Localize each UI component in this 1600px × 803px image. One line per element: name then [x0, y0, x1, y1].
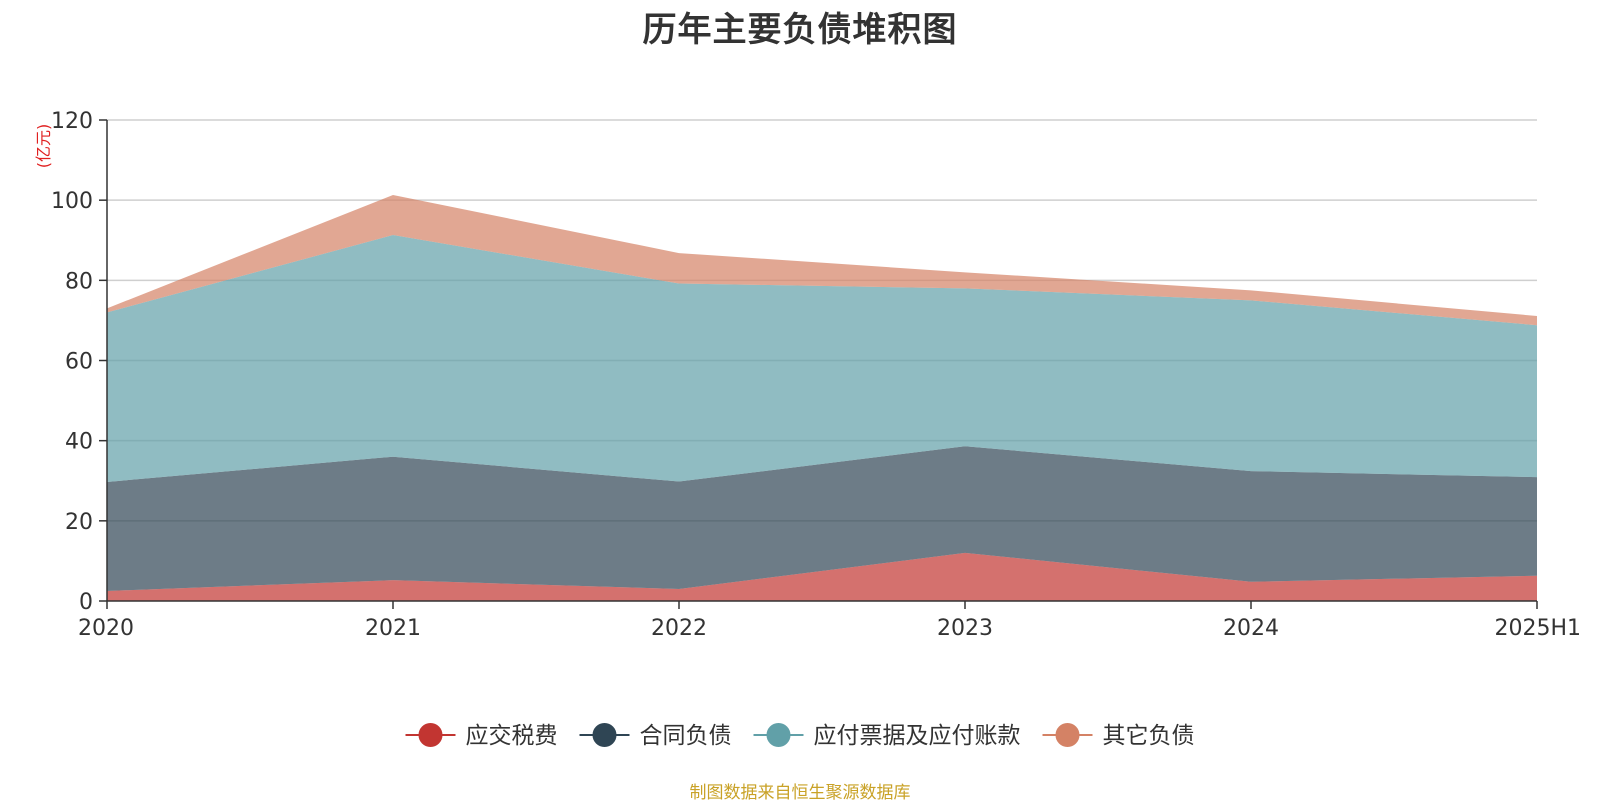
y-tick-label-80: 80	[65, 269, 93, 294]
area-series-2[interactable]	[107, 446, 1537, 591]
area-series-3[interactable]	[107, 235, 1537, 482]
legend-marker-4	[1055, 723, 1080, 747]
y-tick-label-20: 20	[65, 510, 93, 535]
legend-label-1: 应交税费	[466, 723, 558, 749]
legend-label-2: 合同负债	[640, 723, 732, 749]
y-tick-label-60: 60	[65, 350, 93, 375]
chart-title: 历年主要负债堆积图	[642, 10, 958, 50]
y-tick-label-0: 0	[79, 590, 93, 615]
x-tick-label-2023: 2023	[937, 616, 993, 641]
area-series-1[interactable]	[107, 552, 1537, 601]
x-tick-label-2020: 2020	[78, 616, 134, 641]
axes: 0 20 40 60 80 100 120 2020 2021 2022 2023 2024 2025H…	[34, 109, 1581, 641]
legend-label-3: 应付票据及应付账款	[814, 723, 1021, 749]
x-tick-label-2025H1: 2025H1	[1494, 616, 1581, 641]
legend-marker-3	[766, 723, 791, 747]
legend-label-4: 其它负债	[1103, 723, 1195, 749]
y-tick-label-40: 40	[65, 430, 93, 455]
area-series	[107, 194, 1537, 601]
y-tick-label-120: 120	[51, 109, 93, 134]
data-source-note: 制图数据来自恒生聚源数据库	[689, 783, 911, 803]
legend-marker-1	[418, 723, 443, 747]
legend-item-2[interactable]: 合同负债	[579, 723, 732, 749]
x-tick-label-2024: 2024	[1223, 616, 1279, 641]
y-axis-unit-label: (亿元)	[34, 124, 53, 169]
legend-item-3[interactable]: 应付票据及应付账款	[753, 723, 1021, 749]
legend-marker-2	[592, 723, 617, 747]
x-tick-label-2022: 2022	[651, 616, 707, 641]
legend-item-1[interactable]: 应交税费	[405, 723, 558, 749]
y-tick-label-100: 100	[51, 189, 93, 214]
legend[interactable]: 应交税费 合同负债 应付票据及应付账款 其它负债	[405, 723, 1195, 749]
x-tick-label-2021: 2021	[365, 616, 421, 641]
legend-item-4[interactable]: 其它负债	[1042, 723, 1195, 749]
area-series-4[interactable]	[107, 194, 1537, 326]
